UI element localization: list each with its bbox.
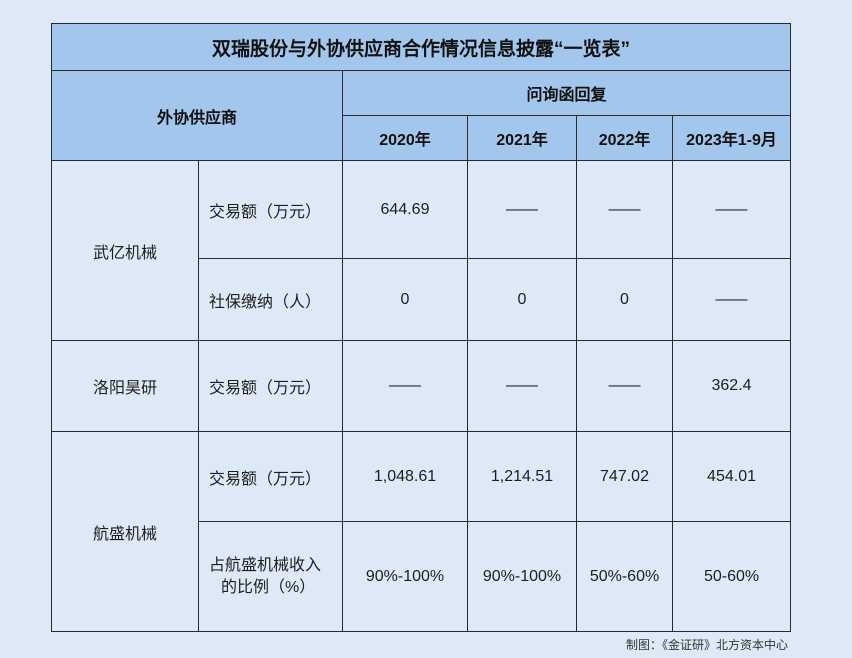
table-row: 占航盛机械收入 的比例（%） 90%-100% 90%-100% 50%-60%… — [52, 521, 792, 632]
value-cell: 0 — [576, 258, 673, 341]
value-cell: 0 — [467, 258, 577, 341]
value-cell: —— — [576, 340, 673, 432]
table-title: 双瑞股份与外协供应商合作情况信息披露“一览表” — [50, 23, 792, 71]
supplier-name: 武亿机械 — [51, 160, 199, 341]
value-cell: —— — [671, 258, 792, 341]
value-cell: —— — [342, 340, 468, 432]
header-row-2: 2020年 2021年 2022年 2023年1-9月 — [52, 115, 792, 161]
table-row: 航盛机械 交易额（万元） 1,048.61 1,214.51 747.02 45… — [51, 431, 792, 632]
value-cell: —— — [467, 340, 577, 432]
value-cell: —— — [671, 160, 792, 259]
value-cell: 644.69 — [342, 160, 468, 259]
metric-label: 社保缴纳（人） — [198, 258, 343, 341]
disclosure-table: 双瑞股份与外协供应商合作情况信息披露“一览表” 外协供应商 问询函回复 2020… — [50, 23, 792, 632]
year-header: 2020年 — [342, 115, 468, 161]
value-cell: —— — [576, 160, 673, 259]
supplier-name: 航盛机械 — [51, 431, 199, 632]
metric-label: 交易额（万元） — [198, 431, 343, 522]
year-header: 2021年 — [467, 115, 577, 161]
value-cell: 747.02 — [576, 431, 673, 522]
supplier-name: 洛阳昊研 — [51, 340, 199, 432]
year-header: 2023年1-9月 — [671, 115, 792, 161]
table-row: 洛阳昊研 交易额（万元） —— —— —— 362.4 — [51, 340, 792, 432]
table-row: 社保缴纳（人） 0 0 0 —— — [52, 258, 792, 341]
value-cell: 1,214.51 — [467, 431, 577, 522]
value-cell: 90%-100% — [342, 521, 468, 632]
metric-label: 交易额（万元） — [198, 160, 343, 259]
group-header: 问询函回复 — [341, 70, 792, 116]
table-row: 武亿机械 交易额（万元） 644.69 —— —— —— — [51, 160, 792, 341]
value-cell: 362.4 — [671, 340, 792, 432]
title-row: 双瑞股份与外协供应商合作情况信息披露“一览表” — [50, 23, 792, 71]
value-cell: 1,048.61 — [342, 431, 468, 522]
metric-label-line: 的比例（%） — [221, 578, 316, 596]
header-row-1: 外协供应商 问询函回复 — [51, 70, 792, 161]
value-cell: 0 — [342, 258, 468, 341]
source-caption: 制图：《金证研》北方资本中心 — [625, 638, 788, 652]
metric-label-multiline: 占航盛机械收入 的比例（%） — [198, 521, 343, 632]
value-cell: 50-60% — [671, 521, 792, 632]
metric-label-line: 占航盛机械收入 — [209, 556, 322, 574]
year-header: 2022年 — [576, 115, 673, 161]
value-cell: 50%-60% — [576, 521, 673, 632]
metric-label: 交易额（万元） — [198, 340, 343, 432]
value-cell: 90%-100% — [467, 521, 577, 632]
value-cell: —— — [467, 160, 577, 259]
supplier-header: 外协供应商 — [51, 70, 343, 161]
value-cell: 454.01 — [671, 431, 792, 522]
